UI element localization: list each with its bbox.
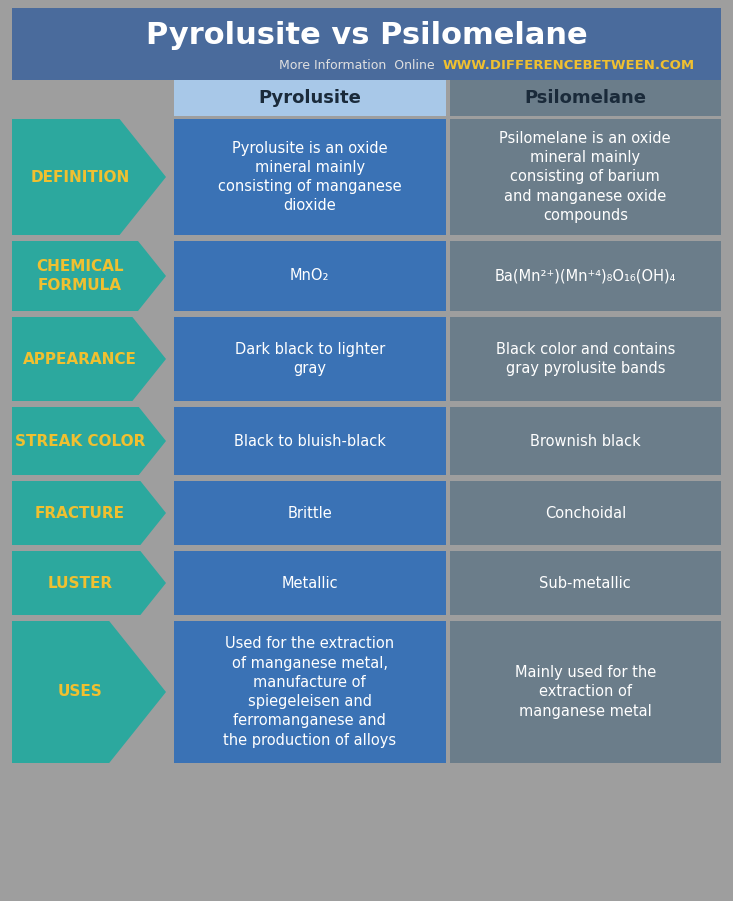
FancyBboxPatch shape	[174, 80, 446, 116]
FancyBboxPatch shape	[449, 621, 721, 763]
FancyBboxPatch shape	[174, 481, 446, 545]
FancyBboxPatch shape	[449, 119, 721, 235]
Text: MnO₂: MnO₂	[290, 268, 330, 284]
FancyBboxPatch shape	[174, 241, 446, 311]
Text: LUSTER: LUSTER	[47, 576, 112, 590]
Text: More Information  Online: More Information Online	[279, 59, 443, 72]
Text: Psilomelane: Psilomelane	[524, 89, 647, 107]
Text: Metallic: Metallic	[281, 576, 338, 590]
FancyBboxPatch shape	[449, 481, 721, 545]
Text: Black color and contains
gray pyrolusite bands: Black color and contains gray pyrolusite…	[496, 341, 675, 376]
Text: Brittle: Brittle	[287, 505, 332, 521]
Text: Conchoidal: Conchoidal	[545, 505, 626, 521]
Polygon shape	[12, 551, 166, 615]
Text: Psilomelane is an oxide
mineral mainly
consisting of barium
and manganese oxide
: Psilomelane is an oxide mineral mainly c…	[499, 132, 671, 223]
Polygon shape	[12, 621, 166, 763]
Text: Brownish black: Brownish black	[530, 433, 641, 449]
FancyBboxPatch shape	[449, 551, 721, 615]
FancyBboxPatch shape	[12, 8, 721, 80]
Text: Black to bluish-black: Black to bluish-black	[234, 433, 386, 449]
FancyBboxPatch shape	[449, 241, 721, 311]
Polygon shape	[12, 119, 166, 235]
Polygon shape	[12, 481, 166, 545]
Text: DEFINITION: DEFINITION	[30, 169, 130, 185]
FancyBboxPatch shape	[174, 317, 446, 401]
Text: FRACTURE: FRACTURE	[34, 505, 125, 521]
Text: Dark black to lighter
gray: Dark black to lighter gray	[235, 341, 385, 376]
FancyBboxPatch shape	[174, 551, 446, 615]
Polygon shape	[12, 407, 166, 475]
Text: Sub-metallic: Sub-metallic	[539, 576, 631, 590]
Text: Pyrolusite vs Psilomelane: Pyrolusite vs Psilomelane	[146, 21, 587, 50]
FancyBboxPatch shape	[174, 621, 446, 763]
Text: Used for the extraction
of manganese metal,
manufacture of
spiegeleisen and
ferr: Used for the extraction of manganese met…	[223, 636, 397, 748]
Polygon shape	[12, 241, 166, 311]
Text: Mainly used for the
extraction of
manganese metal: Mainly used for the extraction of mangan…	[515, 665, 656, 719]
Text: Pyrolusite: Pyrolusite	[258, 89, 361, 107]
Text: Ba(Mn²⁺)(Mn⁺⁴)₈O₁₆(OH)₄: Ba(Mn²⁺)(Mn⁺⁴)₈O₁₆(OH)₄	[495, 268, 676, 284]
Text: CHEMICAL
FORMULA: CHEMICAL FORMULA	[36, 259, 123, 293]
FancyBboxPatch shape	[449, 80, 721, 116]
Text: USES: USES	[57, 685, 102, 699]
Text: STREAK COLOR: STREAK COLOR	[15, 433, 145, 449]
Text: Pyrolusite is an oxide
mineral mainly
consisting of manganese
dioxide: Pyrolusite is an oxide mineral mainly co…	[218, 141, 402, 214]
FancyBboxPatch shape	[174, 119, 446, 235]
FancyBboxPatch shape	[174, 407, 446, 475]
Text: WWW.DIFFERENCEBETWEEN.COM: WWW.DIFFERENCEBETWEEN.COM	[443, 59, 695, 72]
Polygon shape	[12, 317, 166, 401]
FancyBboxPatch shape	[449, 407, 721, 475]
Text: APPEARANCE: APPEARANCE	[23, 351, 136, 367]
FancyBboxPatch shape	[449, 317, 721, 401]
